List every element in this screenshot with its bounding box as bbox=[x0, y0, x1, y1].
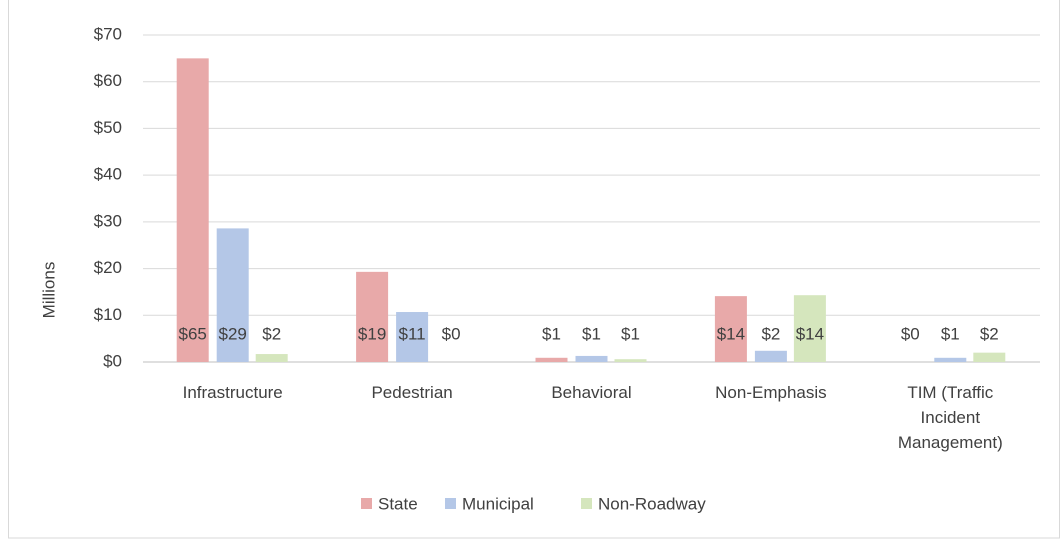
y-tick-label: $50 bbox=[94, 118, 122, 137]
bar bbox=[973, 352, 1006, 362]
bar bbox=[754, 350, 787, 362]
x-tick-label: Behavioral bbox=[551, 383, 632, 402]
bar bbox=[934, 357, 967, 362]
bar bbox=[255, 354, 288, 362]
data-label: $29 bbox=[219, 324, 247, 343]
y-tick-label: $40 bbox=[94, 165, 122, 184]
x-tick-label: TIM (Traffic Incident Management) bbox=[897, 383, 1003, 452]
y-tick-label: $20 bbox=[94, 258, 122, 277]
data-label: $14 bbox=[796, 324, 824, 343]
data-label: $1 bbox=[542, 324, 561, 343]
bar bbox=[176, 58, 209, 362]
bar bbox=[535, 357, 568, 362]
data-label: $1 bbox=[582, 324, 601, 343]
x-tick-label: Non-Emphasis bbox=[715, 383, 827, 402]
data-label: $65 bbox=[179, 324, 207, 343]
legend-swatch bbox=[581, 498, 592, 509]
data-label: $2 bbox=[980, 324, 999, 343]
data-label: $14 bbox=[717, 324, 745, 343]
legend-swatch bbox=[361, 498, 372, 509]
data-label: $2 bbox=[761, 324, 780, 343]
bar bbox=[793, 295, 826, 362]
y-axis-title: Millions bbox=[39, 262, 58, 319]
data-label: $1 bbox=[621, 324, 640, 343]
y-tick-label: $70 bbox=[94, 24, 122, 43]
data-label: $0 bbox=[442, 324, 461, 343]
legend-label: Non-Roadway bbox=[598, 494, 706, 513]
legend-swatch bbox=[445, 498, 456, 509]
y-tick-label: $30 bbox=[94, 211, 122, 230]
bar bbox=[216, 228, 249, 362]
legend-label: State bbox=[378, 494, 418, 513]
y-tick-label: $60 bbox=[94, 71, 122, 90]
bar bbox=[396, 312, 429, 362]
bar bbox=[575, 355, 608, 362]
bar bbox=[714, 296, 747, 362]
y-tick-label: $10 bbox=[94, 305, 122, 324]
bar bbox=[356, 271, 389, 362]
data-label: $1 bbox=[941, 324, 960, 343]
x-tick-label: Pedestrian bbox=[371, 383, 453, 402]
x-tick-label: Infrastructure bbox=[182, 383, 283, 402]
data-label: $11 bbox=[399, 324, 426, 343]
data-label: $0 bbox=[901, 324, 920, 343]
legend-label: Municipal bbox=[462, 494, 534, 513]
data-label: $2 bbox=[262, 324, 281, 343]
bar bbox=[614, 359, 647, 362]
y-tick-label: $0 bbox=[103, 351, 122, 370]
data-label: $19 bbox=[358, 324, 386, 343]
